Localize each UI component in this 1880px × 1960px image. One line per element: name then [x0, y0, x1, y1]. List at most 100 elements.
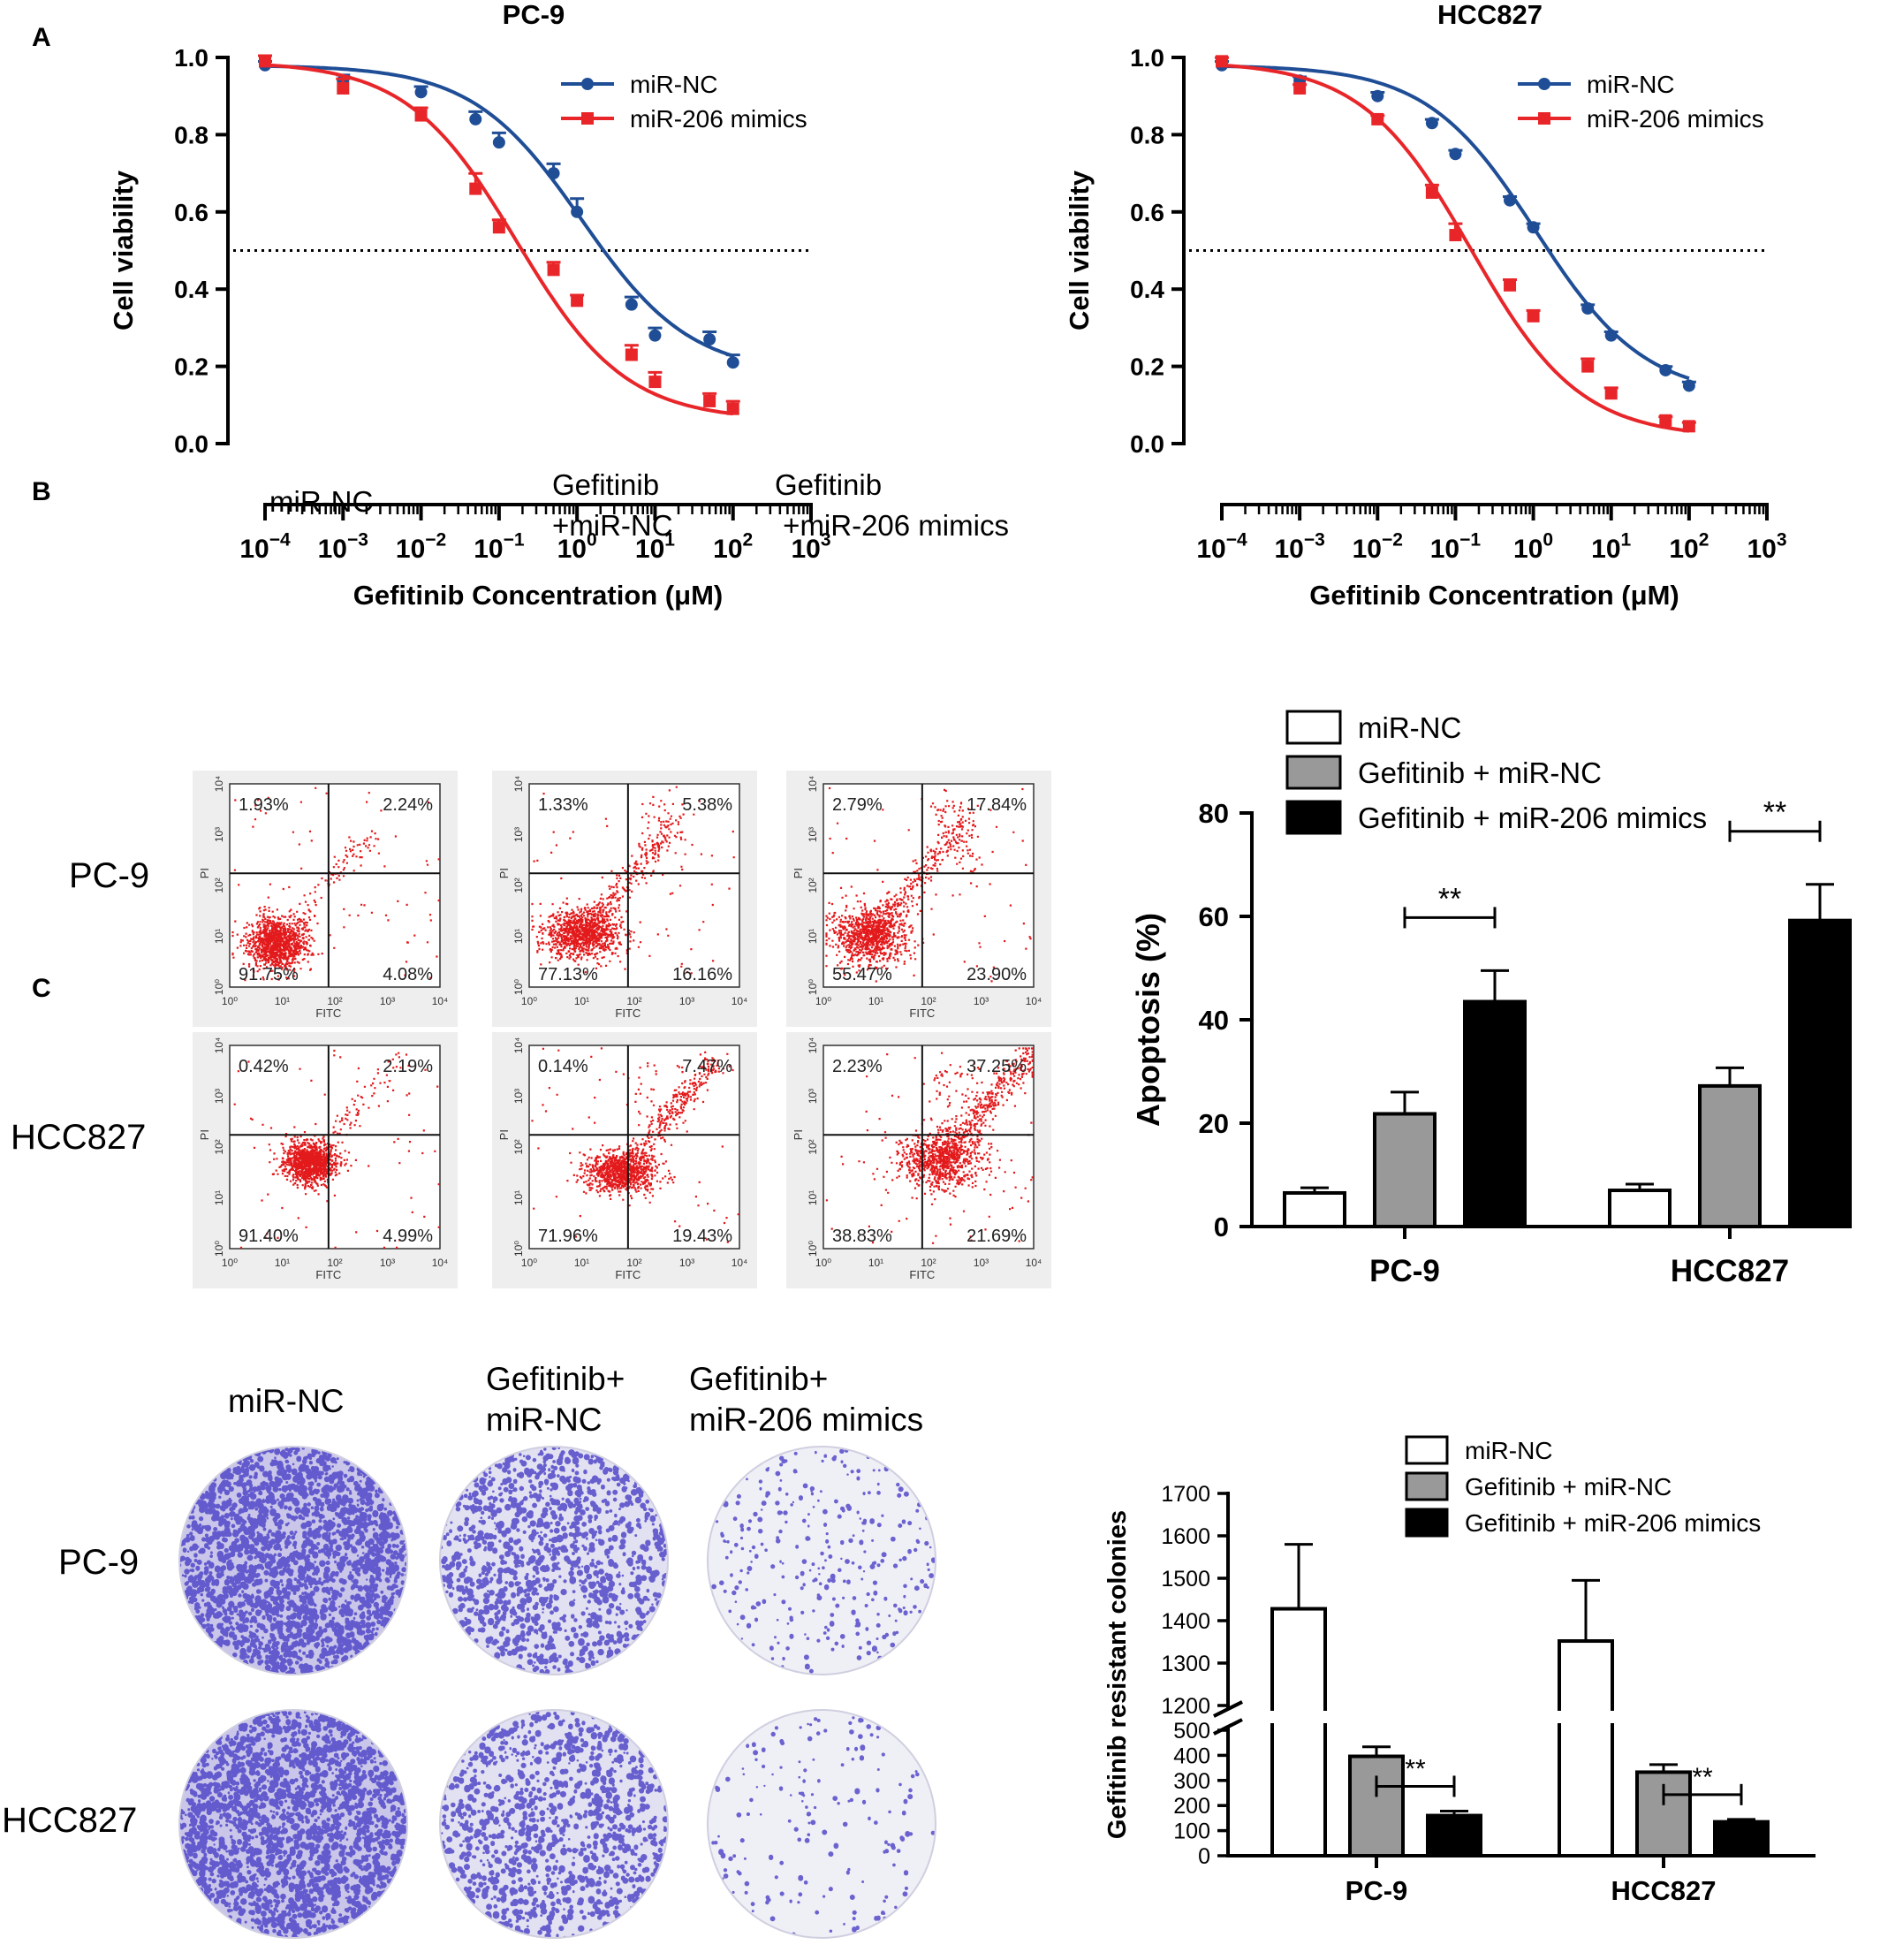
x-tick-label: 10⁰ [815, 1257, 831, 1269]
x-axis-label: FITC [909, 1268, 935, 1281]
data-point [547, 263, 560, 277]
event-dots [825, 786, 1032, 983]
event-dots [231, 786, 440, 982]
x-tick-label: 10⁴ [432, 1257, 449, 1269]
x-tick-label: 10−3 [318, 530, 368, 565]
bar [1463, 999, 1527, 1229]
data-point [469, 182, 482, 195]
quadrant-lr: 23.90% [967, 965, 1027, 984]
y-tick-label: 10⁰ [512, 1241, 525, 1257]
quadrant-ul: 2.79% [832, 795, 883, 815]
legend-swatch [1285, 710, 1342, 745]
significance-stars: ** [1438, 882, 1461, 915]
significance-stars: ** [1405, 1754, 1426, 1783]
quadrant-ll: 38.83% [832, 1227, 892, 1246]
fit-curve-mir-nc [264, 64, 734, 358]
significance-stars: ** [1763, 796, 1786, 830]
panel-c-header-1: miR-NC [228, 1383, 345, 1419]
fit-curve-mir-206 [264, 63, 733, 416]
panel-letter-a: A [32, 23, 51, 52]
colony-dots [440, 1447, 668, 1675]
y-tick-label: 0.8 [174, 121, 208, 148]
x-axis-label: FITC [909, 1007, 935, 1020]
x-axis-label: Gefitinib Concentration (μM) [353, 580, 724, 611]
x-tick-label: 10¹ [275, 1257, 290, 1269]
panel-c-row-label-2: HCC827 [2, 1801, 138, 1840]
y-tick-label: 400 [1173, 1743, 1210, 1768]
y-tick-label: 10⁴ [213, 1037, 225, 1054]
data-point [1504, 278, 1517, 292]
data-point [1449, 229, 1462, 242]
colony-dots [179, 1710, 407, 1938]
data-point [726, 356, 739, 369]
significance-stars: ** [1692, 1763, 1713, 1792]
y-tick-label: 0 [1214, 1212, 1229, 1242]
y-tick-label: 500 [1173, 1719, 1210, 1743]
y-tick-label: 10¹ [807, 1190, 819, 1205]
y-tick-label: 10⁰ [512, 979, 525, 995]
y-tick-label: 10² [807, 1139, 819, 1154]
y-tick-label: 10³ [213, 827, 225, 842]
x-tick-label: 10¹ [275, 995, 290, 1007]
x-tick-label: 10¹ [868, 995, 883, 1007]
y-tick-label: 0.6 [174, 199, 208, 226]
quadrant-ul: 1.93% [239, 795, 289, 815]
colony-plate [708, 1447, 936, 1675]
y-tick-label: 1200 [1161, 1694, 1210, 1719]
data-point [1604, 329, 1618, 342]
quadrant-lr: 16.16% [672, 965, 732, 984]
y-tick-label: 10² [512, 1139, 525, 1154]
y-tick-label: 10¹ [512, 1190, 525, 1205]
quadrant-ur: 17.84% [967, 795, 1027, 815]
x-tick-label: 10³ [974, 1257, 989, 1269]
data-point [1425, 117, 1438, 130]
data-point [648, 329, 662, 342]
data-point [1659, 414, 1672, 427]
x-tick-label: 10−4 [239, 530, 291, 565]
data-point [414, 109, 428, 122]
x-tick-label: 10⁴ [432, 995, 449, 1007]
data-point [648, 376, 662, 389]
legend-label: miR-206 mimics [630, 105, 807, 133]
y-tick-label: 10⁴ [807, 776, 819, 793]
y-axis-label: PI [792, 868, 805, 878]
y-tick-label: 10³ [512, 1089, 525, 1104]
x-tick-label: 10−1 [474, 530, 525, 565]
quadrant-ul: 1.33% [538, 795, 588, 815]
data-point [625, 298, 638, 311]
x-tick-label: 10−1 [1430, 530, 1482, 565]
y-tick-label: 10⁴ [807, 1037, 819, 1054]
legend-label: miR-NC [1587, 71, 1675, 98]
x-tick-label: 10−4 [1196, 530, 1247, 565]
data-point [1216, 55, 1228, 68]
y-tick-label: 10¹ [807, 929, 819, 944]
y-tick-label: 10² [213, 1139, 225, 1154]
data-point [1504, 194, 1517, 207]
y-tick-label: 60 [1199, 901, 1229, 932]
data-point [625, 348, 638, 361]
data-point [1581, 302, 1595, 315]
legend-label: miR-NC [630, 71, 718, 98]
bar [1283, 1190, 1346, 1228]
bar [1713, 1819, 1770, 1857]
legend-label: Gefitinib + miR-NC [1358, 756, 1602, 789]
bar [1348, 1754, 1405, 1858]
data-point [1527, 221, 1540, 234]
data-point [1659, 363, 1672, 376]
data-point [492, 221, 505, 234]
legend-label: Gefitinib + miR-206 mimics [1465, 1509, 1761, 1537]
chart-title: PC-9 [503, 0, 565, 30]
axis-break-gap [1231, 1711, 1814, 1723]
legend-label: miR-NC [1465, 1437, 1553, 1464]
legend-label: miR-206 mimics [1587, 105, 1764, 133]
panel-b-header-3: Gefitinib +miR-206 mimics [775, 468, 1009, 542]
quadrant-ul: 0.42% [239, 1057, 289, 1076]
data-point [1371, 89, 1384, 103]
x-tick-label: 10¹ [574, 1257, 589, 1269]
panel-b-row-label-2: HCC827 [11, 1118, 147, 1157]
y-tick-label: 20 [1199, 1108, 1229, 1139]
y-tick-label: 10² [213, 877, 225, 893]
